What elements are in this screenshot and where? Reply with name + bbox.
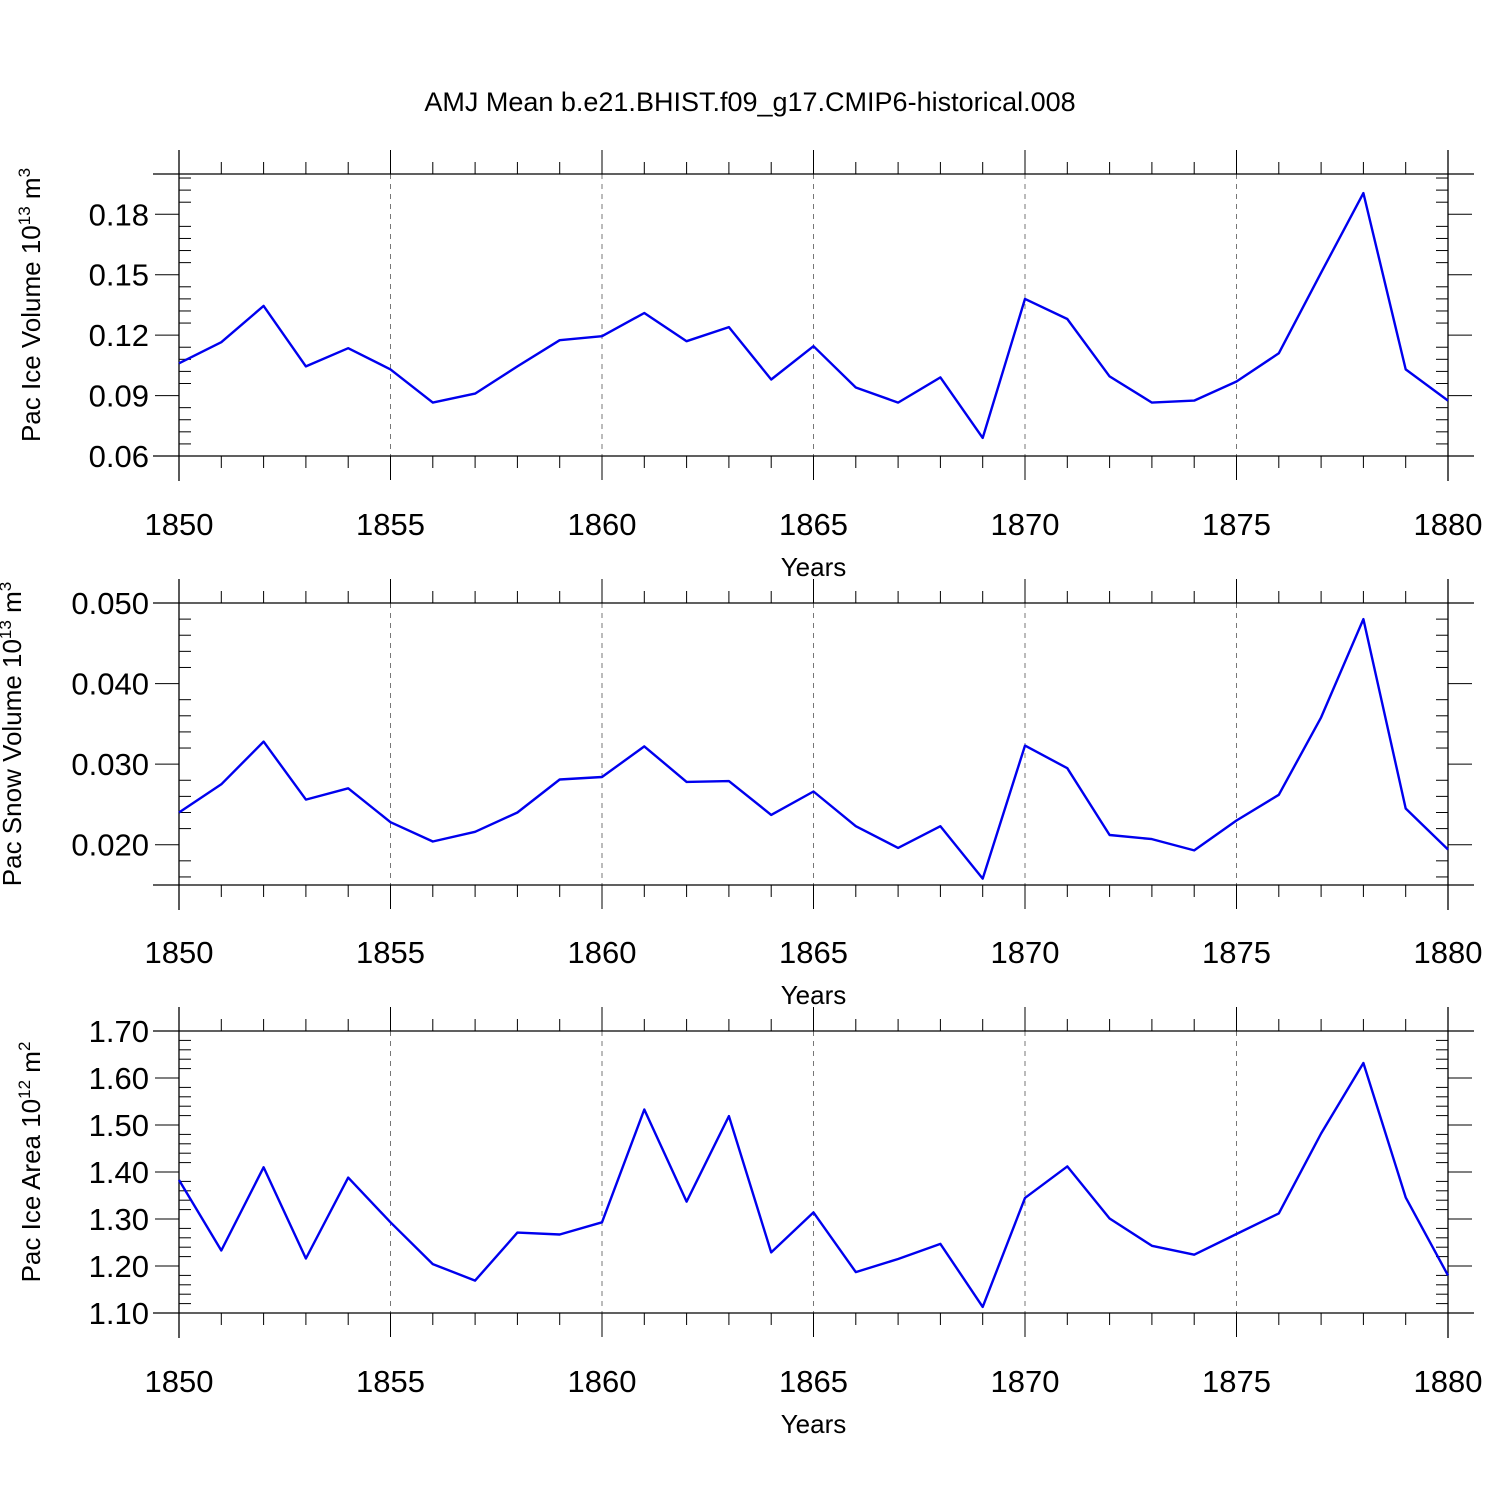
y-tick-label: 0.18 <box>89 197 149 232</box>
y-tick-label: 0.030 <box>71 747 149 782</box>
chart-panel-1: 0.06 0.09 0.12 0.15 0.18 1850 1855 1860 1865 1870… <box>15 150 1482 582</box>
chart-panel-2: 0.020 0.030 0.040 0.050 1850 1855 1860 1865 1870… <box>0 579 1482 1010</box>
x-tick-label: 1860 <box>568 935 637 970</box>
y-tick-label: 1.70 <box>89 1014 149 1049</box>
y-tick-label: 1.10 <box>89 1296 149 1331</box>
y-tick-label: 1.50 <box>89 1108 149 1143</box>
x-tick-label: 1875 <box>1202 507 1271 542</box>
x-tick-label: 1850 <box>145 1364 214 1399</box>
x-tick-label: 1860 <box>568 1364 637 1399</box>
x-axis-label: Years <box>781 980 847 1010</box>
y-tick-label: 1.60 <box>89 1061 149 1096</box>
y-tick-label: 0.06 <box>89 439 149 474</box>
y-axis-label: Pac Ice Volume 1013 m3 <box>15 168 46 442</box>
x-tick-label: 1875 <box>1202 935 1271 970</box>
series-line <box>178 617 1449 880</box>
y-tick-label: 0.020 <box>71 828 149 863</box>
chart-panel-3: 1.10 1.20 1.30 1.40 1.50 1.60 1.70 1850 1855 1860… <box>15 1007 1482 1439</box>
y-tick-label: 1.40 <box>89 1155 149 1190</box>
x-axis-label: Years <box>781 1409 847 1439</box>
y-axis-label: Pac Ice Area 1012 m2 <box>15 1042 46 1283</box>
y-axis-label: Pac Snow Volume 1013 m3 <box>0 582 27 886</box>
series-line <box>177 1061 1450 1309</box>
x-tick-label: 1880 <box>1414 507 1483 542</box>
x-tick-label: 1865 <box>779 935 848 970</box>
x-tick-label: 1855 <box>356 1364 425 1399</box>
x-tick-label: 1855 <box>356 935 425 970</box>
y-tick-label: 0.050 <box>71 586 149 621</box>
series-line <box>178 191 1449 440</box>
y-tick-label: 0.040 <box>71 667 149 702</box>
x-tick-label: 1870 <box>991 1364 1060 1399</box>
x-tick-label: 1860 <box>568 507 637 542</box>
x-tick-label: 1865 <box>779 507 848 542</box>
x-tick-label: 1850 <box>145 935 214 970</box>
x-tick-label: 1880 <box>1414 935 1483 970</box>
x-tick-label: 1855 <box>356 507 425 542</box>
x-tick-label: 1875 <box>1202 1364 1271 1399</box>
x-axis-label: Years <box>781 552 847 582</box>
x-tick-label: 1870 <box>991 507 1060 542</box>
x-tick-label: 1880 <box>1414 1364 1483 1399</box>
y-tick-label: 0.15 <box>89 258 149 293</box>
x-tick-label: 1850 <box>145 507 214 542</box>
x-tick-label: 1865 <box>779 1364 848 1399</box>
y-tick-label: 1.30 <box>89 1202 149 1237</box>
y-tick-label: 1.20 <box>89 1249 149 1284</box>
x-tick-label: 1870 <box>991 935 1060 970</box>
figure-title: AMJ Mean b.e21.BHIST.f09_g17.CMIP6-histo… <box>424 87 1075 117</box>
y-tick-label: 0.12 <box>89 318 149 353</box>
y-tick-label: 0.09 <box>89 379 149 414</box>
